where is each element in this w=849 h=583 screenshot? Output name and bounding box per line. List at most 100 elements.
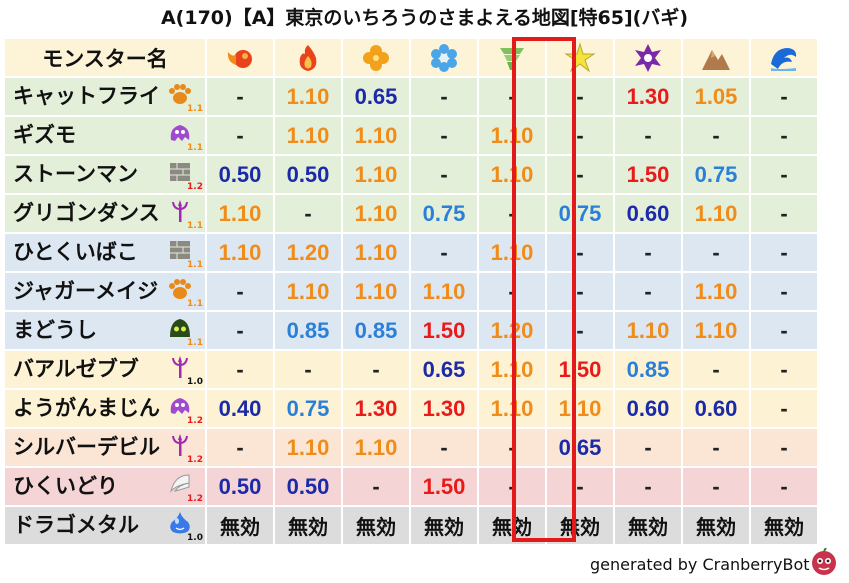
resistance-value: -	[751, 390, 817, 427]
resistance-value: -	[683, 117, 749, 154]
tier-badge: 1.0	[187, 533, 203, 543]
monster-name: バアルゼブブ	[13, 357, 139, 381]
ghost-icon	[167, 120, 193, 146]
resistance-value: 1.10	[479, 156, 545, 193]
monster-name: ひとくいばこ	[13, 240, 138, 264]
resistance-value: -	[547, 117, 613, 154]
ghost-icon	[167, 393, 193, 419]
monster-name-cell: ひくいどり 1.2	[5, 468, 205, 505]
resistance-value: 0.65	[343, 78, 409, 115]
resistance-value: -	[547, 234, 613, 271]
resistance-value: 0.85	[615, 351, 681, 388]
resistance-value: 無効	[207, 507, 273, 544]
resistance-value: -	[207, 273, 273, 310]
resistance-value: -	[479, 429, 545, 466]
resistance-value: 1.10	[275, 429, 341, 466]
resistance-value: -	[343, 351, 409, 388]
brick-icon	[167, 159, 193, 185]
resistance-value: 1.10	[615, 312, 681, 349]
resistance-value: -	[275, 195, 341, 232]
monster-name: シルバーデビル	[13, 435, 160, 459]
monster-name-cell: ギズモ 1.1	[5, 117, 205, 154]
resistance-value: 1.05	[683, 78, 749, 115]
monster-name-cell: まどうし 1.1	[5, 312, 205, 349]
resistance-value: 0.60	[683, 390, 749, 427]
resistance-value: -	[751, 117, 817, 154]
monster-name-cell: ストーンマン 1.2	[5, 156, 205, 193]
resistance-value: 1.10	[207, 234, 273, 271]
resistance-value: -	[547, 273, 613, 310]
resistance-value: 無効	[615, 507, 681, 544]
tier-badge: 1.2	[187, 416, 203, 426]
tier-badge: 1.1	[187, 104, 203, 114]
table-row: キャットフライ 1.1-1.10 0.65- - -1.30 1.05-	[5, 78, 817, 115]
resistance-value: -	[207, 78, 273, 115]
tier-badge: 1.1	[187, 260, 203, 270]
resistance-value: -	[479, 78, 545, 115]
element-tornado-icon	[479, 39, 545, 76]
tier-badge: 1.1	[187, 299, 203, 309]
resistance-value: 1.20	[479, 312, 545, 349]
resistance-value: 0.75	[547, 195, 613, 232]
resistance-value: -	[683, 234, 749, 271]
resistance-value: -	[411, 78, 477, 115]
resistance-value: 無効	[547, 507, 613, 544]
resistance-value: -	[683, 429, 749, 466]
resistance-value: 1.10	[683, 273, 749, 310]
resistance-value: -	[207, 429, 273, 466]
resistance-value: 1.10	[343, 156, 409, 193]
resistance-value: -	[479, 195, 545, 232]
monster-name-cell: ひとくいばこ 1.1	[5, 234, 205, 271]
resistance-value: 0.65	[411, 351, 477, 388]
metal-slime-icon	[167, 510, 193, 536]
resistance-value: -	[411, 117, 477, 154]
resistance-value: 0.60	[615, 390, 681, 427]
resistance-value: 0.65	[547, 429, 613, 466]
resistance-value: 1.10	[343, 273, 409, 310]
resistance-value: 1.30	[615, 78, 681, 115]
brick-icon	[167, 237, 193, 263]
table-row: バアルゼブブ 1.0- - -0.65 1.10 1.50 0.85- -	[5, 351, 817, 388]
resistance-value: -	[751, 351, 817, 388]
cranberry-bot-logo-icon	[810, 547, 838, 576]
resistance-value: 1.10	[343, 195, 409, 232]
resistance-value: 0.75	[683, 156, 749, 193]
resistance-value: -	[615, 117, 681, 154]
page-title: A(170)【A】東京のいちろうのさまよえる地図[特65](バギ)	[160, 7, 689, 29]
resistance-value: 無効	[479, 507, 545, 544]
monster-name: ギズモ	[13, 123, 76, 147]
resistance-value: -	[751, 78, 817, 115]
resistance-value: 1.30	[411, 390, 477, 427]
tier-badge: 1.2	[187, 182, 203, 192]
header-row: モンスター名	[5, 39, 817, 76]
tier-badge: 1.1	[187, 338, 203, 348]
element-ice-flower-icon	[411, 39, 477, 76]
resistance-value: -	[411, 429, 477, 466]
resistance-value: 無効	[275, 507, 341, 544]
resistance-value: -	[547, 312, 613, 349]
monster-name-cell: グリゴンダンス 1.1	[5, 195, 205, 232]
monster-name: ひくいどり	[13, 474, 118, 498]
monster-name: ストーンマン	[13, 162, 138, 186]
footer-credit: generated by CranberryBot	[590, 555, 810, 574]
resistance-value: 1.50	[411, 468, 477, 505]
table-row: ギズモ 1.1-1.10 1.10-1.10- - - -	[5, 117, 817, 154]
resistance-value: -	[615, 468, 681, 505]
resistance-value: -	[615, 234, 681, 271]
table-row: ひくいどり 1.2 0.50 0.50-1.50- - - - -	[5, 468, 817, 505]
element-clover-icon	[343, 39, 409, 76]
resistance-value: 0.75	[275, 390, 341, 427]
resistance-value: 0.40	[207, 390, 273, 427]
tier-badge: 1.2	[187, 455, 203, 465]
wing-icon	[167, 471, 193, 497]
monster-name-cell: シルバーデビル 1.2	[5, 429, 205, 466]
resistance-value: 1.10	[343, 429, 409, 466]
table-row: グリゴンダンス 1.1 1.10-1.10 0.75-0.75 0.60 1.10-	[5, 195, 817, 232]
element-flame-icon	[275, 39, 341, 76]
resistance-value: 1.10	[479, 234, 545, 271]
tier-badge: 1.0	[187, 377, 203, 387]
resistance-value: -	[751, 312, 817, 349]
paw-icon	[167, 276, 193, 302]
monster-name: ドラゴメタル	[13, 513, 139, 537]
table-row: ドラゴメタル 1.0 無効 無効 無効 無効 無効 無効 無効 無効 無効	[5, 507, 817, 544]
